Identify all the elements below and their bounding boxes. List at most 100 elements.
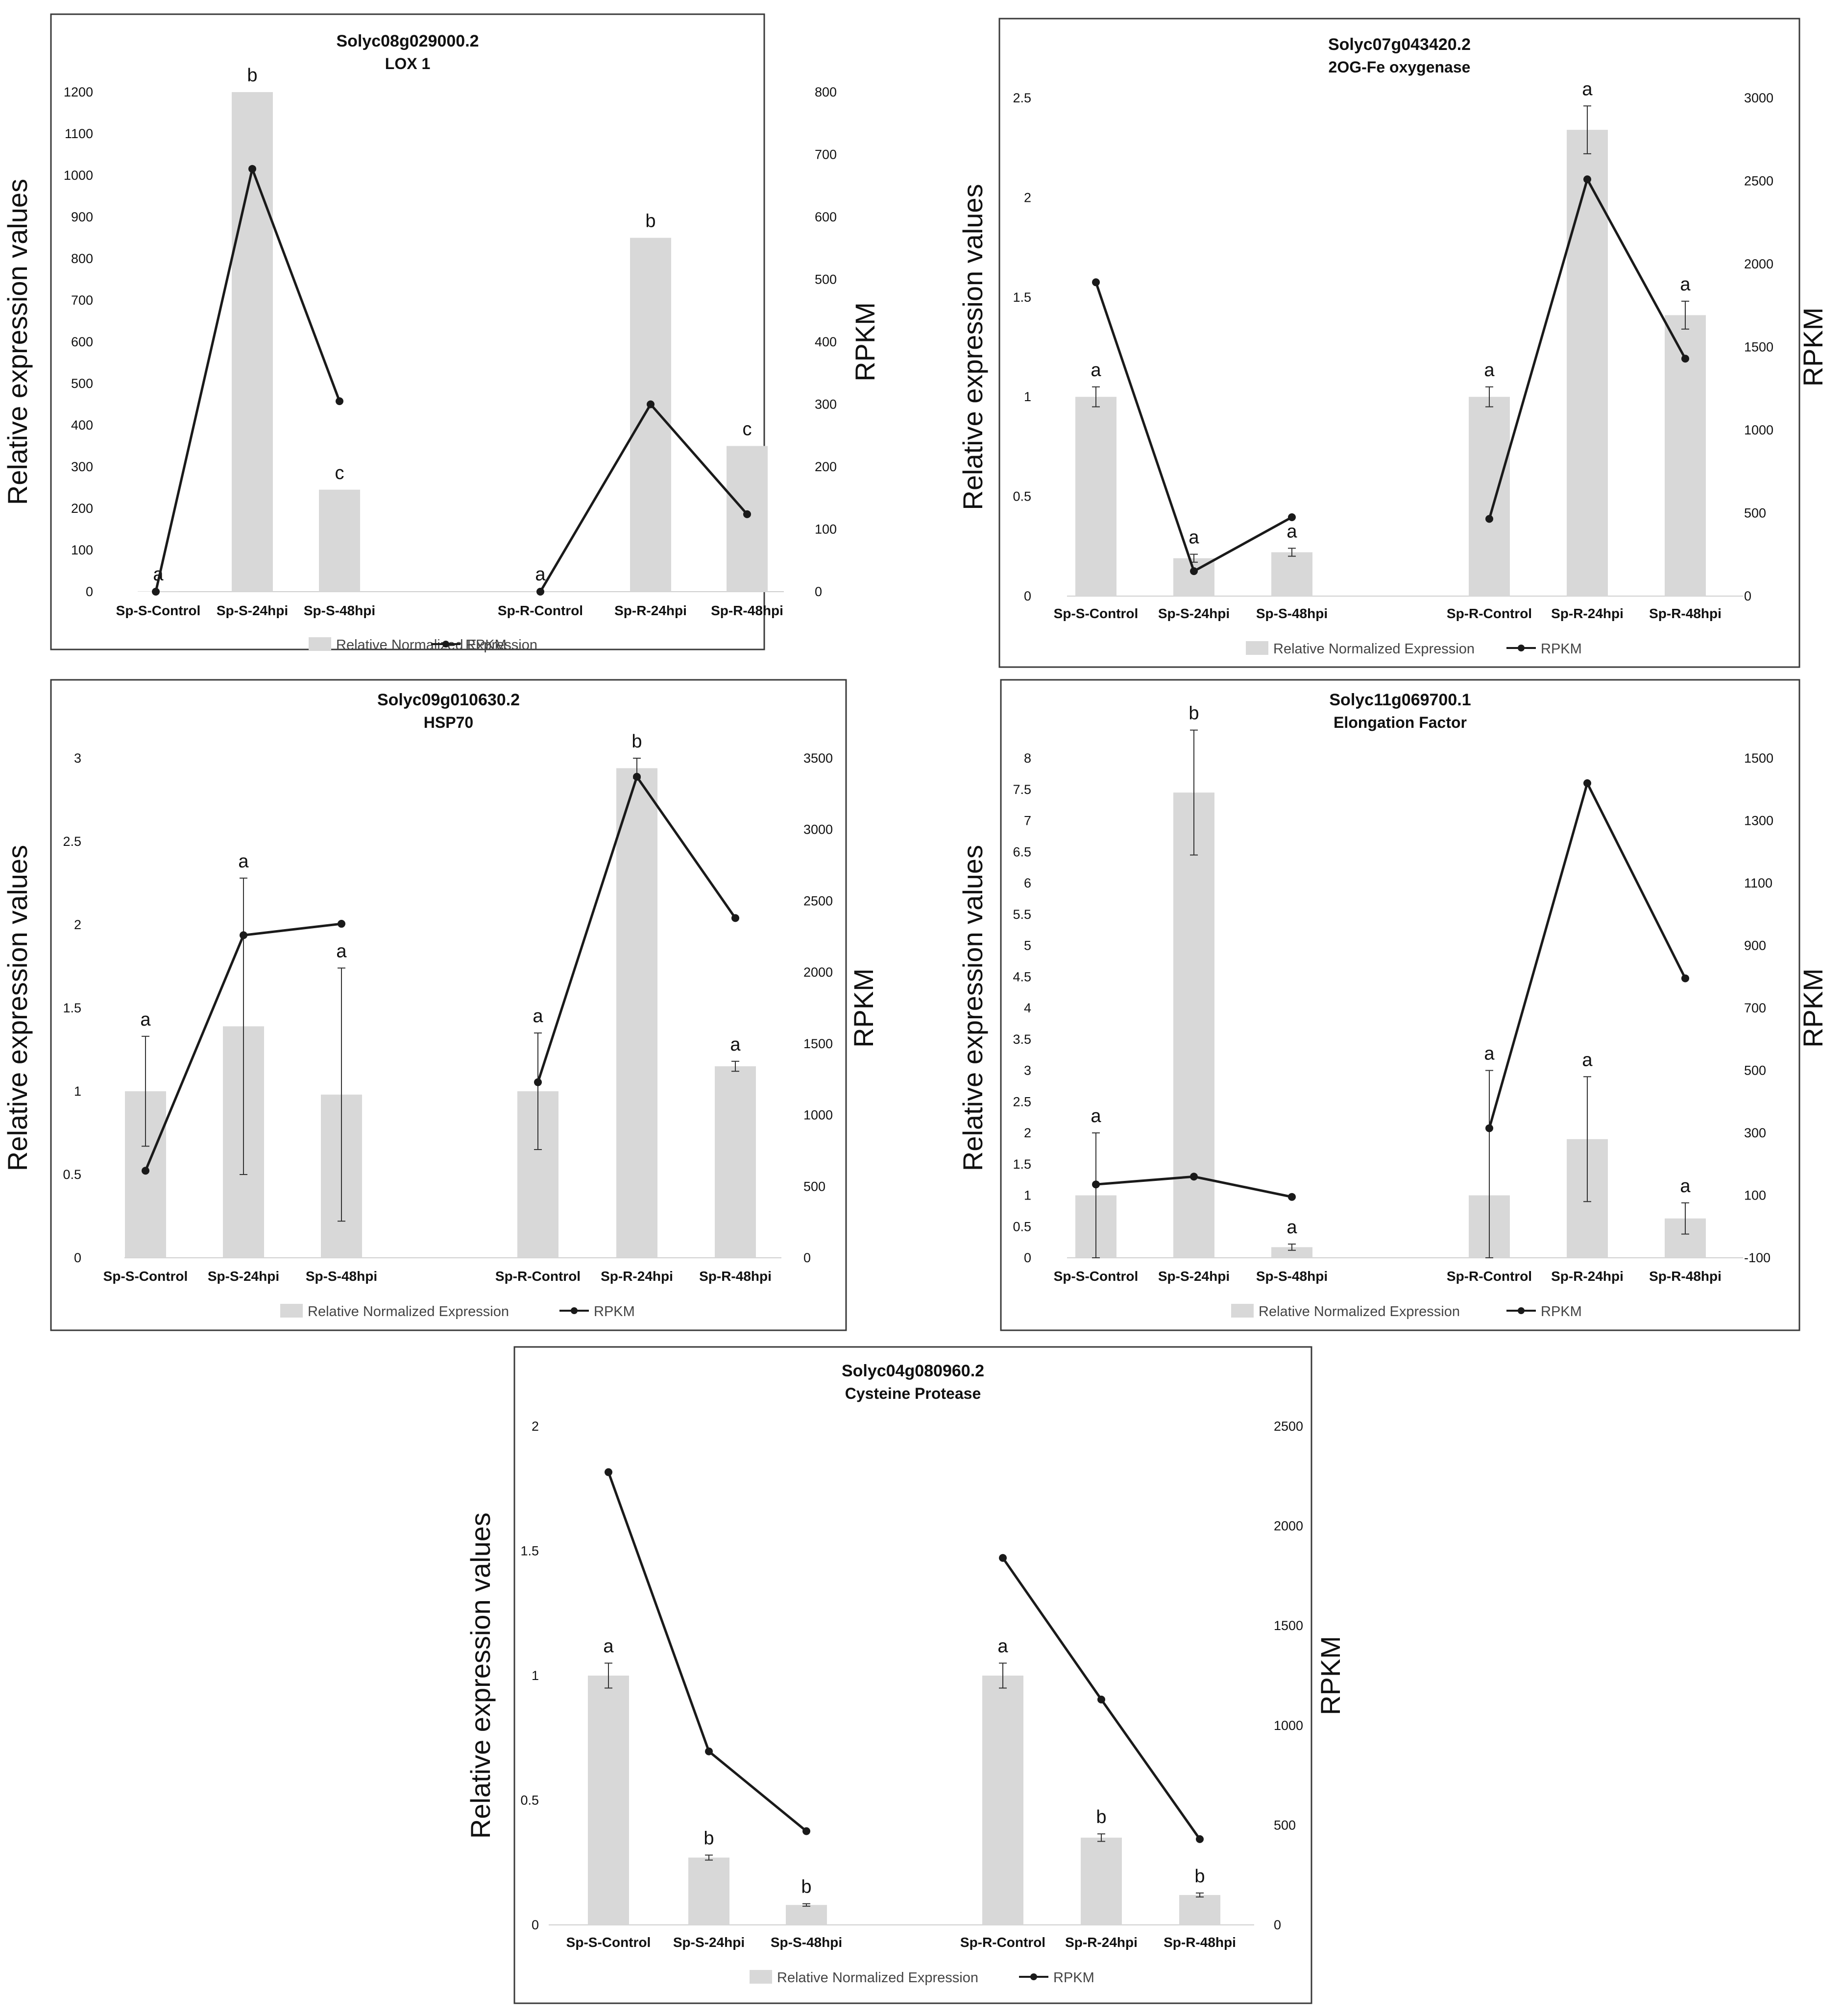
bar-sp-s-48hpi <box>786 1905 827 1925</box>
chart-frame <box>50 13 765 650</box>
y2-axis-label: RPKM <box>1797 308 1828 387</box>
y-tick-label: 1 <box>1024 1188 1031 1203</box>
chart-title: Solyc07g043420.2 <box>1328 35 1471 54</box>
chart-frame <box>1000 679 1800 1331</box>
y2-tick-label: 400 <box>815 335 837 349</box>
y-tick-label: 1 <box>74 1084 81 1099</box>
x-tick-label: Sp-R-Control <box>960 1935 1045 1950</box>
y-tick-label: 8 <box>1024 751 1031 766</box>
y2-tick-label: 2500 <box>803 893 833 908</box>
x-tick-label: Sp-S-Control <box>566 1935 651 1950</box>
y-tick-label: 4.5 <box>1013 969 1031 984</box>
significance-letter: a <box>1091 1106 1101 1127</box>
bar-sp-s-24hpi <box>688 1857 729 1925</box>
x-tick-label: Sp-S-24hpi <box>673 1935 745 1950</box>
y2-tick-label: 500 <box>815 272 837 287</box>
y-tick-label: 7.5 <box>1013 782 1031 797</box>
y-tick-label: 2 <box>1024 1126 1031 1140</box>
y-tick-label: 0 <box>74 1250 81 1265</box>
y-tick-label: 5.5 <box>1013 907 1031 922</box>
x-tick-label: Sp-S-Control <box>1054 1269 1139 1284</box>
chart-title: Solyc08g029000.2 <box>336 32 479 50</box>
y-axis-label: Relative expression values <box>2 845 33 1171</box>
chart-frame <box>50 679 847 1331</box>
rpkm-line-s <box>607 1471 807 1832</box>
chart-subtitle: LOX 1 <box>385 55 430 72</box>
significance-letter: b <box>1096 1807 1106 1827</box>
significance-letter: b <box>1194 1866 1205 1887</box>
legend-label-bars: Relative Normalized Expression <box>308 1304 509 1320</box>
bar-sp-r-24hpi <box>630 238 671 592</box>
y2-tick-label: 600 <box>815 210 837 224</box>
x-tick-label: Sp-S-48hpi <box>1256 606 1328 621</box>
x-tick-label: Sp-S-24hpi <box>217 603 288 618</box>
y2-tick-label: 1500 <box>803 1036 833 1051</box>
y2-axis-label: RPKM <box>1797 968 1828 1048</box>
y-tick-label: 5 <box>1024 938 1031 953</box>
y-tick-label: 0 <box>532 1918 539 1932</box>
y-tick-label: 400 <box>71 418 93 432</box>
significance-letter: a <box>1484 1044 1495 1064</box>
x-tick-label: Sp-S-24hpi <box>208 1269 279 1284</box>
y-tick-label: 1.5 <box>1013 290 1031 305</box>
x-tick-label: Sp-R-24hpi <box>601 1269 673 1284</box>
x-tick-label: Sp-R-Control <box>1447 1269 1532 1284</box>
legend-marker <box>442 641 449 648</box>
legend-label-line: RPKM <box>1541 1304 1582 1320</box>
y2-tick-label: 300 <box>815 397 837 412</box>
rpkm-point <box>248 165 256 173</box>
x-tick-label: Sp-R-48hpi <box>1649 606 1722 621</box>
y-tick-label: 200 <box>71 501 93 516</box>
chart-title: Solyc09g010630.2 <box>377 691 520 709</box>
significance-letter: a <box>1091 360 1101 381</box>
y2-tick-label: 1000 <box>803 1108 833 1123</box>
significance-letter: a <box>535 564 546 585</box>
y2-tick-label: 0 <box>1274 1918 1281 1932</box>
x-tick-label: Sp-R-48hpi <box>699 1269 772 1284</box>
y2-tick-label: 2000 <box>1744 257 1773 271</box>
bar-sp-s-48hpi <box>319 489 360 592</box>
significance-letter: b <box>704 1828 714 1848</box>
significance-letter: a <box>1582 1050 1593 1070</box>
bar-sp-r-48hpi <box>727 446 768 592</box>
bar-sp-r-control <box>1469 397 1510 596</box>
y2-tick-label: 700 <box>1744 1001 1766 1015</box>
significance-letter: a <box>1680 274 1691 295</box>
x-tick-label: Sp-S-Control <box>1054 606 1139 621</box>
y-tick-label: 6 <box>1024 876 1031 890</box>
y-tick-label: 0 <box>1024 1250 1031 1265</box>
legend-marker <box>1518 645 1525 651</box>
y-axis-label: Relative expression values <box>465 1512 496 1839</box>
y-tick-label: 7 <box>1024 814 1031 828</box>
y-tick-label: 2.5 <box>1013 91 1031 105</box>
x-tick-label: Sp-S-24hpi <box>1158 1269 1230 1284</box>
rpkm-point <box>731 914 739 922</box>
rpkm-point <box>705 1747 713 1755</box>
x-tick-label: Sp-R-48hpi <box>1649 1269 1722 1284</box>
y-tick-label: 6.5 <box>1013 844 1031 859</box>
rpkm-point <box>536 588 544 596</box>
chart-subtitle: 2OG-Fe oxygenase <box>1329 58 1471 76</box>
significance-letter: a <box>238 851 249 872</box>
y2-tick-label: 1000 <box>1274 1718 1303 1733</box>
x-tick-label: Sp-R-48hpi <box>711 603 783 618</box>
significance-letter: a <box>1286 1217 1297 1238</box>
y-tick-label: 3 <box>1024 1063 1031 1078</box>
y-axis-label: Relative expression values <box>2 179 33 505</box>
x-tick-label: Sp-S-48hpi <box>306 1269 377 1284</box>
chart-title: Solyc11g069700.1 <box>1329 691 1471 709</box>
y2-tick-label: 3000 <box>1744 91 1773 105</box>
rpkm-point <box>152 588 160 596</box>
significance-letter: a <box>533 1006 543 1027</box>
y-tick-label: 2.5 <box>63 834 81 849</box>
significance-letter: c <box>335 463 344 483</box>
y-tick-label: 1 <box>1024 389 1031 404</box>
y-tick-label: 100 <box>71 543 93 557</box>
bar-sp-s-24hpi <box>1173 792 1214 1258</box>
x-tick-label: Sp-R-24hpi <box>614 603 687 618</box>
x-tick-label: Sp-S-48hpi <box>304 603 375 618</box>
y2-tick-label: 1100 <box>1744 876 1772 890</box>
bar-sp-r-control <box>982 1676 1023 1925</box>
rpkm-point <box>1681 974 1689 983</box>
